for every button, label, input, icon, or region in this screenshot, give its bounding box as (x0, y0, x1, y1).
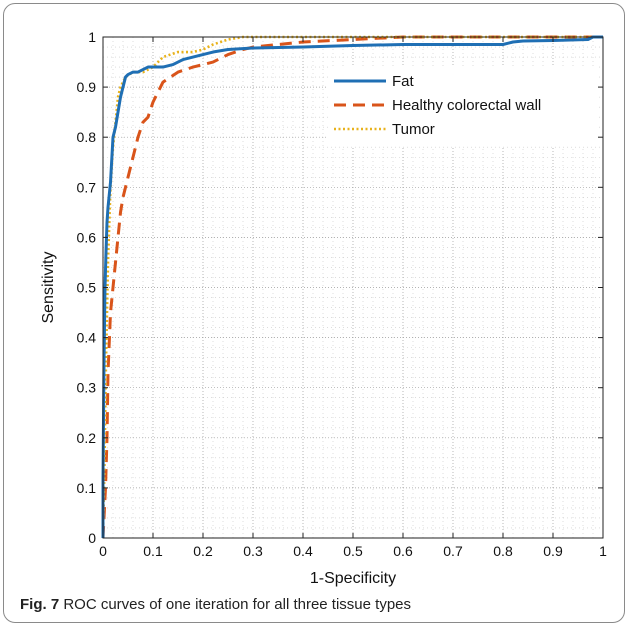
series-line-tumor (101, 35, 603, 539)
x-tick-label: 0.9 (543, 543, 563, 559)
y-tick-label: 0.8 (77, 129, 97, 145)
y-tick-label: 0.3 (77, 380, 97, 396)
y-axis-ticks: 0 0.1 0.2 0.3 0.4 0.5 0.6 0.7 0.8 0.9 1 (77, 29, 603, 546)
legend-label: Tumor (392, 121, 435, 138)
x-tick-label: 0.4 (293, 543, 313, 559)
x-tick-label: 0.5 (343, 543, 363, 559)
x-tick-label: 0 (99, 543, 107, 559)
figure-frame (3, 3, 625, 623)
x-tick-label: 0.7 (443, 543, 463, 559)
figure-caption-text: ROC curves of one iteration for all thre… (63, 596, 412, 613)
y-tick-label: 0.1 (77, 480, 97, 496)
figure-label: Fig. 7 (20, 596, 60, 613)
x-tick-label: 0.2 (193, 543, 213, 559)
series-line-healthy-colorectal-wall (101, 35, 603, 539)
y-tick-label: 0.4 (77, 330, 97, 346)
x-tick-label: 0.8 (493, 543, 513, 559)
y-tick-label: 0.5 (77, 280, 97, 296)
series-layer (101, 35, 603, 539)
legend-label: Fat (392, 73, 415, 90)
figure-caption: Fig. 7 ROC curves of one iteration for a… (20, 596, 411, 613)
legend: Fat Healthy colorectal wall Tumor (328, 66, 598, 146)
y-tick-label: 0.6 (77, 229, 97, 245)
legend-label: Healthy colorectal wall (392, 97, 541, 114)
y-tick-label: 0.2 (77, 430, 97, 446)
series-line-fat (101, 35, 603, 538)
x-tick-label: 0.3 (243, 543, 263, 559)
y-tick-label: 1 (88, 29, 96, 45)
y-tick-label: 0.7 (77, 179, 97, 195)
y-axis-label: Sensitivity (40, 251, 57, 323)
y-tick-label: 0 (88, 530, 96, 546)
y-tick-label: 0.9 (77, 79, 97, 95)
x-axis-ticks: 0 0.1 0.2 0.3 0.4 0.5 0.6 0.7 0.8 0.9 1 (99, 37, 607, 559)
x-tick-label: 1 (599, 543, 607, 559)
x-tick-label: 0.1 (143, 543, 163, 559)
x-tick-label: 0.6 (393, 543, 413, 559)
x-axis-label: 1-Specificity (310, 570, 396, 587)
